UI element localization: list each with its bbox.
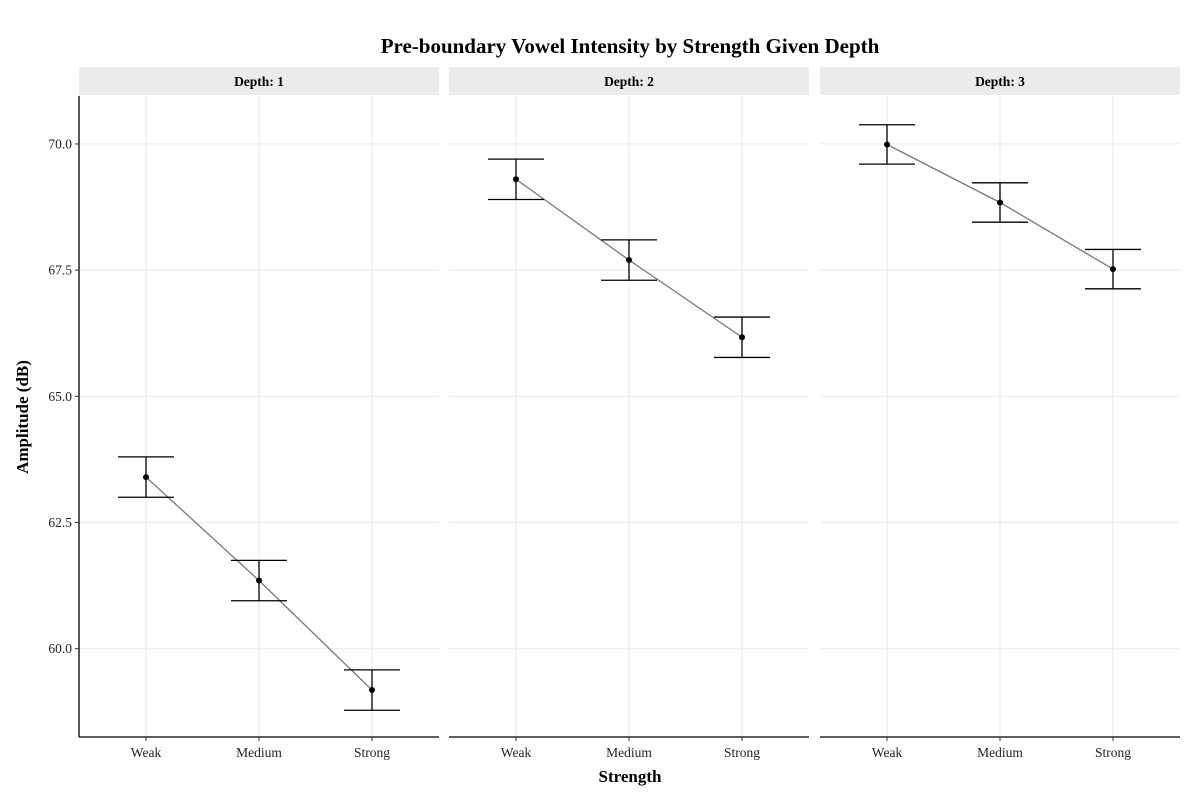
panel-strip-label: Depth: 1 (234, 74, 284, 89)
data-point (739, 334, 745, 341)
panel-strip-label: Depth: 3 (975, 74, 1025, 89)
y-axis-title: Amplitude (dB) (13, 360, 32, 474)
x-tick-label: Medium (977, 745, 1023, 760)
panels-group: Depth: 1 Weak Medium Strong Depth: 2 Weak Medi… (79, 67, 1180, 760)
x-tick-label: Weak (872, 745, 903, 760)
y-tick-label: 70.0 (48, 136, 72, 151)
panel-depth-1: Depth: 1 Weak Medium Strong (79, 67, 439, 760)
x-tick-label: Medium (236, 745, 282, 760)
data-point (369, 687, 375, 694)
panel-depth-2: Depth: 2 Weak Medium Strong (449, 67, 809, 760)
chart-title: Pre-boundary Vowel Intensity by Strength… (381, 34, 880, 58)
data-point (626, 257, 632, 264)
x-tick-label: Weak (501, 745, 532, 760)
y-tick-label: 65.0 (48, 389, 72, 404)
data-point (1110, 266, 1116, 273)
data-point (143, 474, 149, 481)
x-axis-title: Strength (599, 767, 663, 786)
x-tick-label: Strong (1095, 745, 1131, 760)
panel-strip (79, 67, 439, 95)
y-tick-label: 67.5 (48, 263, 72, 278)
x-tick-label: Medium (606, 745, 652, 760)
data-point (997, 199, 1003, 206)
y-tick-label: 60.0 (48, 641, 72, 656)
panel-strip (449, 67, 809, 95)
panel-strip (820, 67, 1180, 95)
x-tick-label: Weak (131, 745, 162, 760)
y-axis: 60.0 62.5 65.0 67.5 70.0 (48, 96, 80, 737)
x-tick-label: Strong (724, 745, 760, 760)
data-point (513, 176, 519, 183)
panel-depth-3: Depth: 3 Weak Medium Strong (820, 67, 1180, 760)
data-point (256, 577, 262, 584)
data-point (884, 141, 890, 148)
x-tick-label: Strong (354, 745, 390, 760)
y-tick-label: 62.5 (48, 515, 72, 530)
panel-strip-label: Depth: 2 (604, 74, 654, 89)
